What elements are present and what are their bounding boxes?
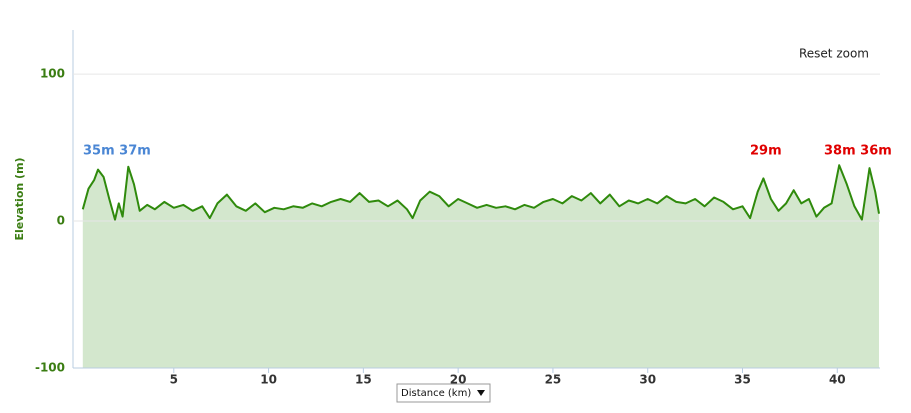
x-tick-label: 40 bbox=[829, 373, 846, 387]
reset-zoom-button[interactable]: Reset zoom bbox=[799, 47, 869, 61]
x-tick-label: 5 bbox=[170, 373, 178, 387]
reset-zoom-label[interactable]: Reset zoom bbox=[799, 47, 869, 61]
x-axis-dropdown[interactable]: Distance (km) bbox=[396, 383, 491, 403]
y-axis-label: Elevation (m) bbox=[13, 157, 26, 240]
elevation-line bbox=[81, 164, 880, 221]
y-tick-label: -100 bbox=[35, 361, 65, 375]
x-tick-label: 15 bbox=[355, 373, 372, 387]
dropdown-arrow[interactable] bbox=[477, 390, 485, 396]
y-tick-label: 100 bbox=[40, 67, 65, 81]
x-tick-label: 30 bbox=[639, 373, 656, 387]
y-tick-label: 0 bbox=[57, 214, 65, 228]
elevation-area bbox=[82, 165, 880, 368]
dropdown-box[interactable] bbox=[396, 383, 491, 403]
x-tick-label: 35 bbox=[734, 373, 751, 387]
x-tick-label: 10 bbox=[260, 373, 277, 387]
peak-label: 35m 37m bbox=[83, 144, 151, 159]
x-tick-label: 25 bbox=[545, 373, 562, 387]
dropdown-label[interactable]: Distance (km) bbox=[401, 388, 471, 399]
x-tick-label: 20 bbox=[450, 373, 467, 387]
peak-label: 29m bbox=[750, 144, 782, 159]
peak-label: 38m 36m bbox=[824, 144, 892, 159]
